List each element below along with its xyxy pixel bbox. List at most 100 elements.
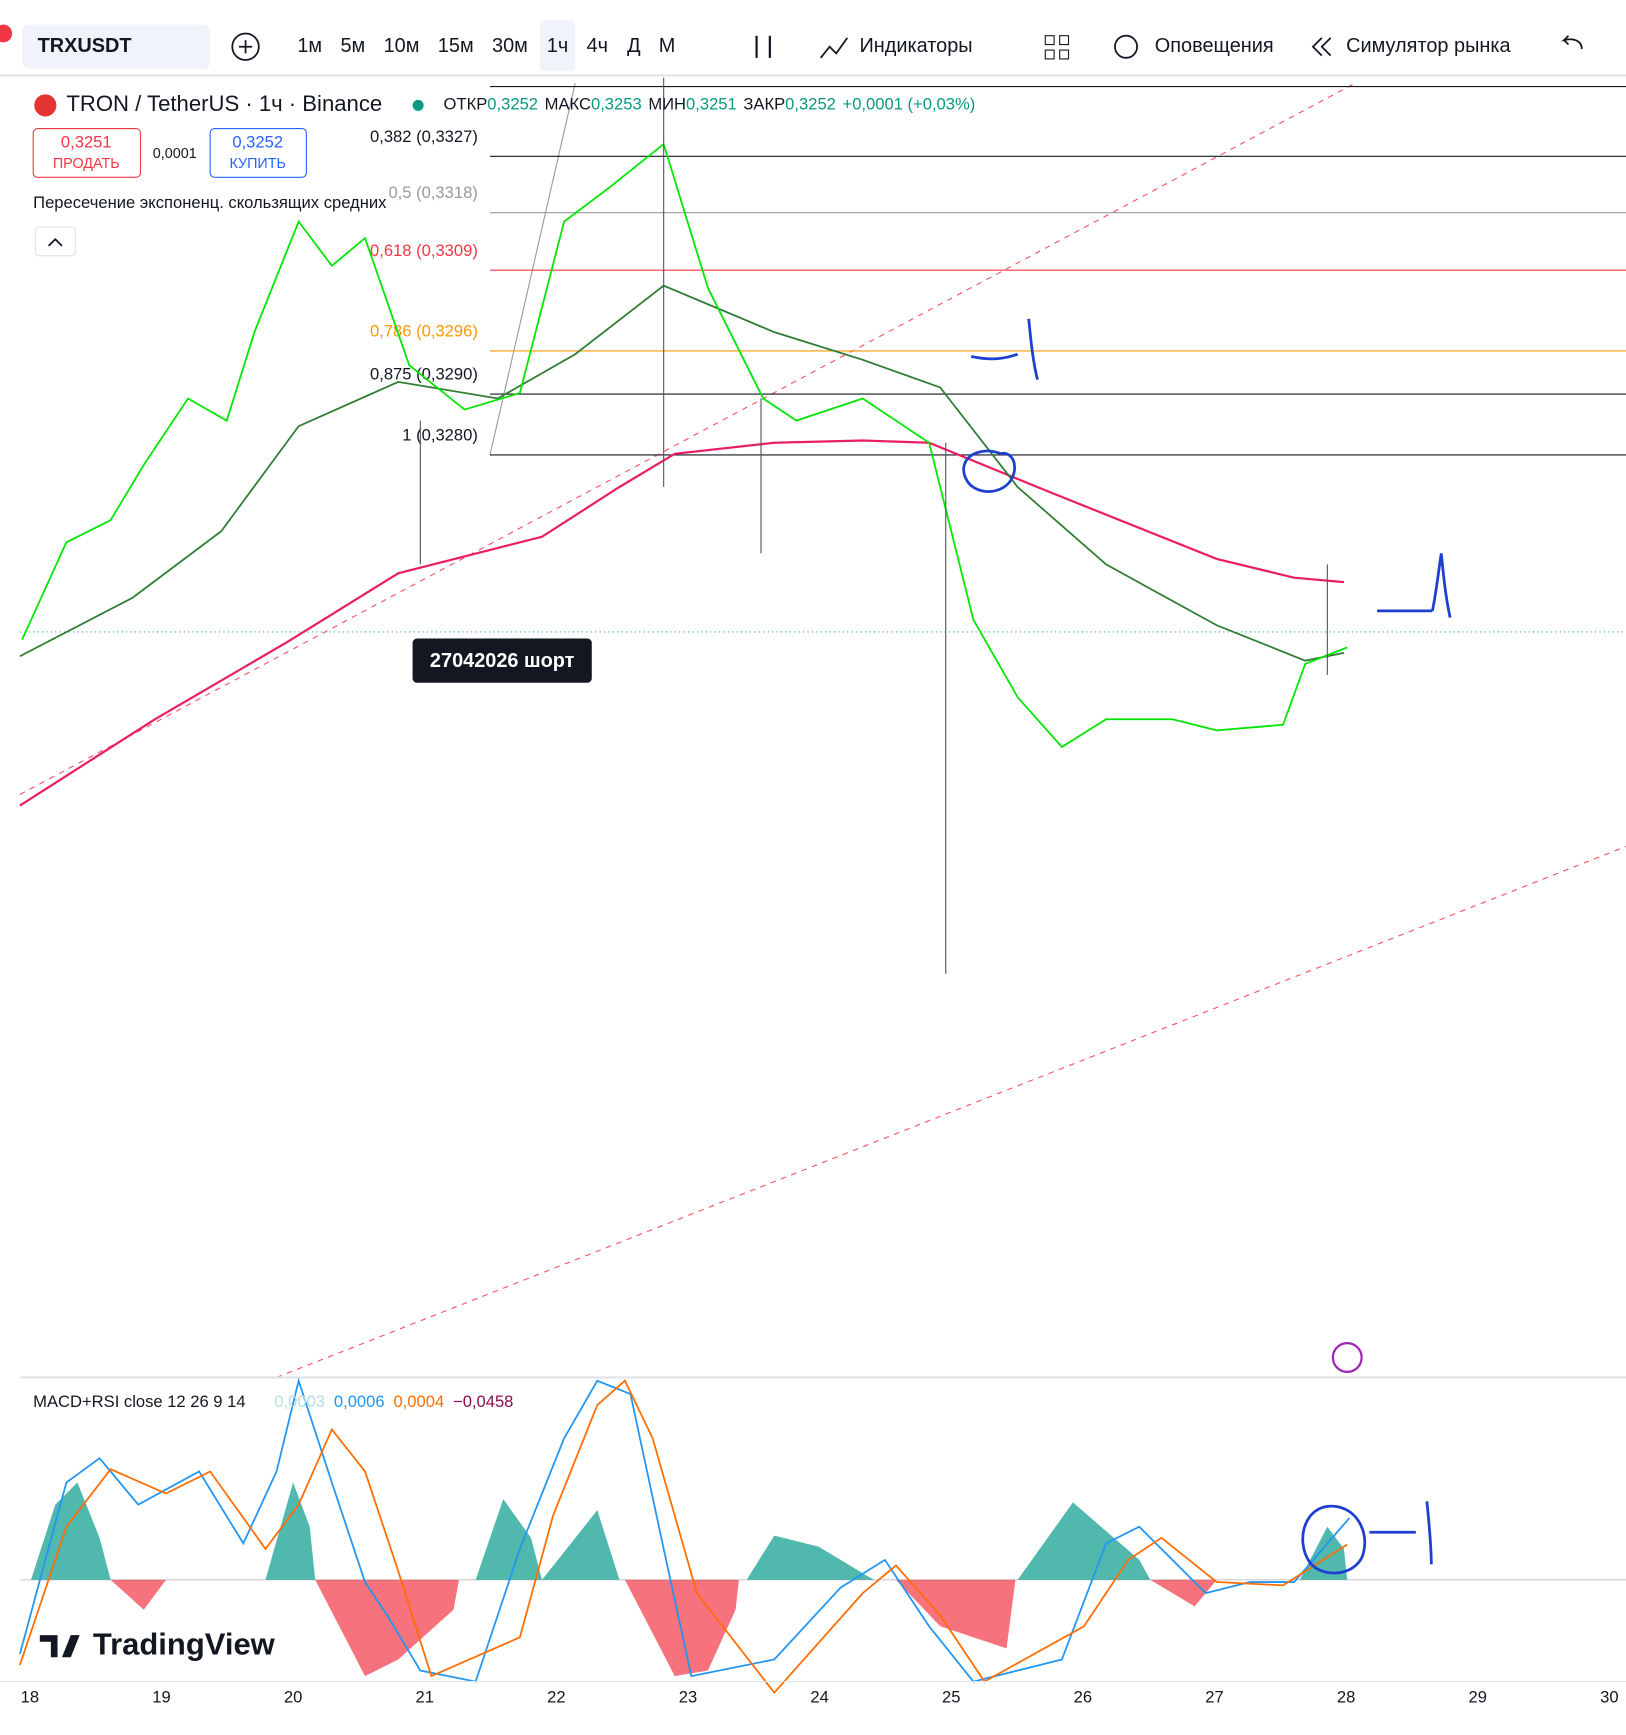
buy-button[interactable] [209,128,307,178]
interval[interactable]: 15м [438,35,474,57]
fib-trend [489,83,576,456]
collapse-icon [48,237,63,247]
alerts-icon [1114,34,1138,59]
note-box [412,638,592,683]
lightning[interactable] [1331,1342,1363,1373]
replay-icon [1311,37,1332,57]
buy-label: КУПИТЬ [229,156,285,172]
wick [419,77,1328,974]
add-symbol[interactable] [231,32,260,61]
trend-line [19,82,1356,795]
sell-price: 0,3251 [61,132,112,151]
macd-histogram [30,1482,1348,1580]
interval[interactable]: 4ч [587,35,608,57]
fib-retracement: 0,382 (0,3327) 0,5 (0,3318) 0,618 (0,3309)… [370,127,1626,456]
fib-label: 0,5 (0,3318) [388,183,477,202]
ohlc-item: 0,3251 [686,95,737,114]
macd-value: −0,0458 [453,1392,513,1411]
annotation [970,318,1039,381]
replay[interactable]: Симулятор рынка [1346,35,1511,57]
time-label: 25 [942,1688,960,1707]
macd-title: MACD+RSI close 12 26 9 14 [33,1392,245,1411]
interval-active [539,20,576,72]
fib-label: 1 (0,3280) [402,425,478,444]
undo[interactable] [1561,35,1583,50]
time-label: 19 [152,1688,170,1707]
chart-type[interactable] [755,35,771,58]
ohlc-item: ОТКР [444,95,488,114]
time-label: 28 [1337,1688,1355,1707]
ohlc-item: МАКС [545,95,591,114]
interval[interactable]: 1м [297,35,322,57]
note: 27042026 шорт [430,650,575,672]
ohlc: ОТКР0,3252 МАКС0,3253 МИН0,3251 ЗАКР0,3252 +… [444,95,976,114]
macd-value: 0,0006 [334,1392,385,1411]
time-label: 20 [284,1688,302,1707]
macd-line [19,1377,1351,1683]
time-label: 29 [1469,1688,1487,1707]
add-icon [238,40,253,54]
time-label: 26 [1074,1688,1092,1707]
time-axis: 18 19 20 21 22 23 24 25 26 27 28 29 30 [21,1688,1619,1707]
buy-price: 0,3252 [232,132,283,151]
market-status [412,99,424,111]
badge [0,24,13,43]
ohlc-item: 0,3252 [785,95,836,114]
time-label: 22 [547,1688,565,1707]
annotation [962,449,1016,493]
macd-histogram [110,1579,1217,1677]
interval[interactable]: М [659,35,676,57]
fib-label: 0,786 (0,3296) [370,322,478,341]
interval[interactable]: 10м [384,35,420,57]
alerts[interactable]: Оповещения [1155,35,1274,57]
indicators[interactable]: Индикаторы [859,35,972,57]
time-label: 21 [416,1688,434,1707]
layout-icon[interactable] [1044,35,1055,46]
ema-200 [19,439,1345,807]
intervals: 1м 5м 10м 15м 30м 1ч 4ч Д М [297,20,676,72]
interval[interactable]: 30м [492,35,528,57]
symbol[interactable]: TRXUSDT [38,35,132,57]
ohlc-item: ЗАКР [743,95,785,114]
ohlc-item: 0,3253 [591,95,642,114]
fib-label: 0,382 (0,3327) [370,127,478,146]
layout-icon [1059,35,1070,46]
tv-wordmark: TradingView [93,1626,276,1661]
time-label: 27 [1205,1688,1223,1707]
indicator-name: Пересечение экспоненц. скользящих средни… [33,193,387,212]
trend-line [276,845,1626,1378]
legend-title: TRON / TetherUS · 1ч · Binance [66,91,382,116]
fib-label: 0,875 (0,3290) [370,365,478,384]
interval[interactable]: Д [627,35,641,57]
time-label: 23 [679,1688,697,1707]
ohlc-item: МИН [648,95,686,114]
symbol-box[interactable] [22,24,211,69]
time-label: 24 [810,1688,828,1707]
collapse[interactable] [34,226,76,257]
macd-values: 0,0003 0,0006 0,0004 −0,0458 [274,1392,513,1411]
spread: 0,0001 [153,146,197,162]
interval[interactable]: 5м [340,35,365,57]
sell-button[interactable] [32,128,142,178]
time-label: 30 [1600,1688,1618,1707]
macd-value: 0,0003 [274,1392,325,1411]
interval[interactable]: 1ч [547,35,568,57]
tv-logo [39,1635,80,1658]
ohlc-item: 0,3252 [487,95,538,114]
time-label: 18 [21,1688,39,1707]
macd-value: 0,0004 [393,1392,444,1411]
signal-line [19,1379,1348,1695]
tron-logo [34,94,57,117]
ema-fast [21,142,1348,749]
layout-icon [1044,49,1055,60]
ohlc-item: +0,0001 (+0,03%) [843,95,976,114]
annotation [1301,1501,1433,1575]
annotation [1377,553,1452,618]
indicators-icon [820,37,849,59]
fib-label: 0,618 (0,3309) [370,241,478,260]
layout-icon [1059,49,1070,60]
sell-label: ПРОДАТЬ [53,156,120,172]
